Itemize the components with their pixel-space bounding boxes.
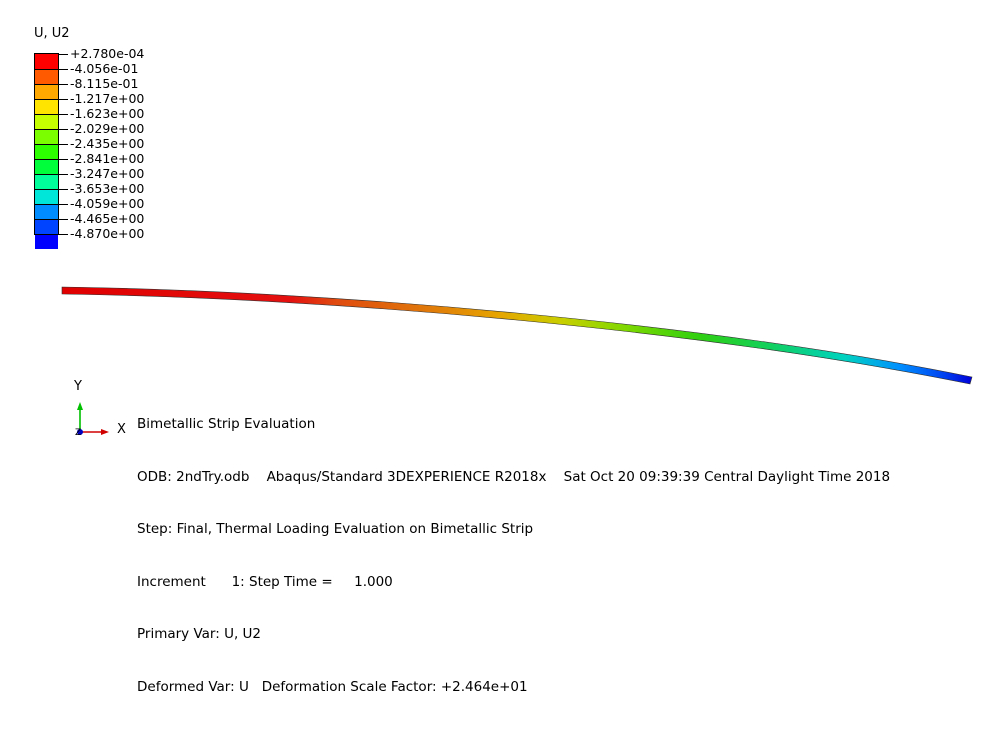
legend-tick-mark xyxy=(59,144,68,145)
legend-tick-mark xyxy=(59,174,68,175)
legend-swatch xyxy=(35,99,58,114)
legend-tick-label: -3.247e+00 xyxy=(59,166,144,181)
strip-body xyxy=(61,286,973,385)
triad-y-label: Y xyxy=(74,379,82,394)
legend-swatch xyxy=(35,69,58,84)
legend-tick-mark xyxy=(59,54,68,55)
legend-swatch xyxy=(35,189,58,204)
info-title: Bimetallic Strip Evaluation xyxy=(137,416,316,432)
legend-tick-label: -4.056e-01 xyxy=(59,61,138,76)
legend-tick-text: -4.059e+00 xyxy=(70,196,145,211)
info-primary-var-line: Primary Var: U, U2 xyxy=(137,626,262,642)
triad-z-label: Z xyxy=(75,428,81,438)
legend-title: U, U2 xyxy=(34,26,70,41)
info-deformed-var-line: Deformed Var: U Deformation Scale Factor… xyxy=(137,678,528,695)
legend-tick-text: -2.435e+00 xyxy=(70,136,145,151)
legend-swatch xyxy=(35,204,58,219)
viewport[interactable]: U, U2 +2.780e-04 -4.056e-01 -8.115e-01 -1.2… xyxy=(0,0,1005,695)
deformed-strip[interactable] xyxy=(0,0,1005,475)
legend-tick-text: -4.870e+00 xyxy=(70,226,145,241)
legend-tick-text: -3.653e+00 xyxy=(70,181,145,196)
legend-tick-text: +2.780e-04 xyxy=(70,46,145,61)
legend-color-bar xyxy=(34,53,59,249)
info-step-line: Step: Final, Thermal Loading Evaluation … xyxy=(137,521,534,537)
legend-tick-text: -1.623e+00 xyxy=(70,106,145,121)
legend-tick-mark xyxy=(59,129,68,130)
legend-swatch xyxy=(35,144,58,159)
legend-tick-label: -4.465e+00 xyxy=(59,211,144,226)
legend-tick-mark xyxy=(59,69,68,70)
legend-swatch xyxy=(35,84,58,99)
info-increment-line: Increment 1: Step Time = 1.000 xyxy=(137,573,393,590)
legend-tick-text: -2.029e+00 xyxy=(70,121,145,136)
legend-swatch xyxy=(35,219,58,234)
legend-tick-label: -4.059e+00 xyxy=(59,196,144,211)
legend-swatch xyxy=(35,174,58,189)
legend-tick-label: -4.870e+00 xyxy=(59,226,144,241)
axis-triad: Z xyxy=(75,402,109,438)
legend-tick-mark xyxy=(59,114,68,115)
legend-tick-label: -1.217e+00 xyxy=(59,91,144,106)
legend-tick-mark xyxy=(59,189,68,190)
legend-swatch xyxy=(35,159,58,174)
info-odb-line: ODB: 2ndTry.odb Abaqus/Standard 3DEXPERI… xyxy=(137,468,891,485)
legend-tick-text: -4.056e-01 xyxy=(70,61,139,76)
legend-tick-label: -2.435e+00 xyxy=(59,136,144,151)
legend-tick-mark xyxy=(59,219,68,220)
legend-swatch xyxy=(35,54,58,69)
legend-tick-label: -3.653e+00 xyxy=(59,181,144,196)
legend-swatch xyxy=(35,129,58,144)
legend-swatch xyxy=(35,234,58,249)
legend-tick-text: -2.841e+00 xyxy=(70,151,145,166)
legend-tick-label: +2.780e-04 xyxy=(59,46,144,61)
legend-tick-mark xyxy=(59,84,68,85)
viewport-info-block: Bimetallic Strip Evaluation ODB: 2ndTry.… xyxy=(137,381,890,731)
legend-tick-label: -1.623e+00 xyxy=(59,106,144,121)
legend-tick-label: -8.115e-01 xyxy=(59,76,138,91)
legend-tick-mark xyxy=(59,159,68,160)
legend-tick-mark xyxy=(59,99,68,100)
legend-tick-text: -1.217e+00 xyxy=(70,91,145,106)
legend-tick-text: -8.115e-01 xyxy=(70,76,139,91)
legend-tick-text: -3.247e+00 xyxy=(70,166,145,181)
legend-tick-text: -4.465e+00 xyxy=(70,211,145,226)
legend-tick-label: -2.841e+00 xyxy=(59,151,144,166)
triad-x-label: X xyxy=(117,422,126,437)
legend-tick-mark xyxy=(59,204,68,205)
legend-tick-label: -2.029e+00 xyxy=(59,121,144,136)
legend-tick-mark xyxy=(59,234,68,235)
legend-swatch xyxy=(35,114,58,129)
